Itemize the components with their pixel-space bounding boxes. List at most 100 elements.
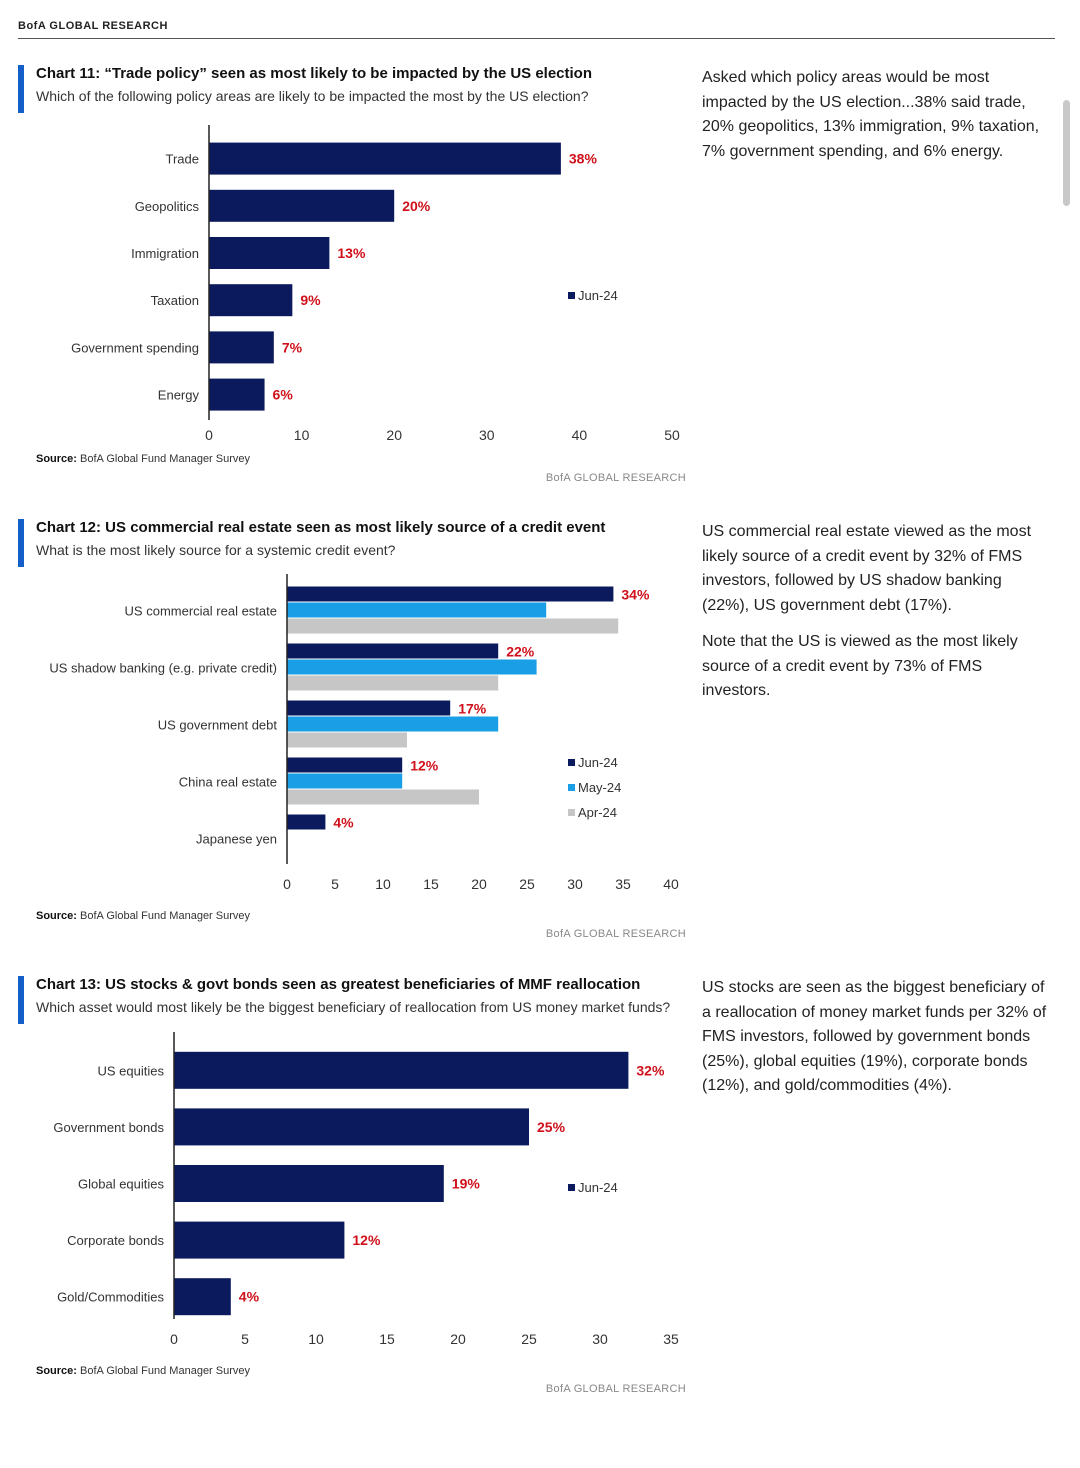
x-tick-label: 0 <box>283 876 291 892</box>
header-divider <box>18 38 1055 39</box>
category-label: Trade <box>166 152 199 167</box>
x-tick-label: 50 <box>664 427 680 443</box>
legend-swatch <box>568 809 575 816</box>
bar-jun-24 <box>209 284 293 317</box>
bar-may-24 <box>287 716 499 732</box>
bar-jun-24 <box>174 1278 231 1316</box>
legend-label: Jun-24 <box>578 1180 618 1195</box>
category-label: Global equities <box>78 1177 164 1192</box>
source-text: BofA Global Fund Manager Survey <box>80 453 251 465</box>
bar-jun-24 <box>174 1165 444 1202</box>
category-label: Taxation <box>151 293 199 308</box>
chart-13: Chart 13: US stocks & govt bonds seen as… <box>18 976 686 1401</box>
chart-source: Source: BofA Global Fund Manager Survey <box>36 453 250 465</box>
bar-jun-24 <box>209 378 265 411</box>
data-label: 4% <box>239 1289 260 1305</box>
data-label: 17% <box>458 701 487 717</box>
category-label: Gold/Commodities <box>57 1290 164 1305</box>
category-label: Energy <box>158 388 200 403</box>
x-tick-label: 0 <box>170 1331 178 1347</box>
data-label: 4% <box>333 815 354 831</box>
chart-accent-bar <box>18 65 24 113</box>
data-label: 19% <box>452 1176 481 1192</box>
category-label: Government spending <box>71 340 199 355</box>
x-tick-label: 35 <box>615 876 631 892</box>
data-label: 12% <box>352 1232 381 1248</box>
chart-title: Chart 11: “Trade policy” seen as most li… <box>36 65 593 82</box>
chart-accent-bar <box>18 519 24 567</box>
x-tick-label: 0 <box>205 427 213 443</box>
bar-jun-24 <box>287 814 326 830</box>
x-tick-label: 5 <box>241 1331 249 1347</box>
bar-apr-24 <box>287 618 619 634</box>
commentary-paragraph: Asked which policy areas would be most i… <box>702 69 1040 160</box>
chart-title: Chart 12: US commercial real estate seen… <box>36 519 606 536</box>
chart-subtitle: Which of the following policy areas are … <box>36 88 589 104</box>
bar-may-24 <box>287 602 547 618</box>
chart-11: Chart 11: “Trade policy” seen as most li… <box>18 65 686 490</box>
category-label: US commercial real estate <box>125 604 277 619</box>
legend-label: Apr-24 <box>578 805 617 820</box>
legend-swatch <box>568 1184 575 1191</box>
source-label: Source: <box>36 453 77 465</box>
bar-may-24 <box>287 659 537 675</box>
chart-brand: BofA GLOBAL RESEARCH <box>545 1383 686 1395</box>
legend-swatch <box>568 292 575 299</box>
chart-source: Source: BofA Global Fund Manager Survey <box>36 1365 250 1377</box>
source-text: BofA Global Fund Manager Survey <box>80 910 251 922</box>
bar-jun-24 <box>287 700 451 716</box>
bar-jun-24 <box>174 1108 529 1146</box>
report-header: BofA GLOBAL RESEARCH <box>18 20 168 32</box>
bar-jun-24 <box>174 1051 629 1089</box>
legend-swatch <box>568 784 575 791</box>
chart-11-commentary: Asked which policy areas would be most i… <box>702 66 1047 176</box>
x-tick-label: 10 <box>294 427 310 443</box>
chart-12-commentary: US commercial real estate viewed as the … <box>702 520 1047 716</box>
bar-may-24 <box>287 773 403 789</box>
legend-label: May-24 <box>578 780 621 795</box>
category-label: Corporate bonds <box>67 1233 164 1248</box>
chart-brand: BofA GLOBAL RESEARCH <box>545 472 686 484</box>
category-label: US government debt <box>158 718 278 733</box>
chart-accent-bar <box>18 976 24 1024</box>
bar-jun-24 <box>209 331 274 364</box>
bar-jun-24 <box>174 1221 345 1259</box>
x-tick-label: 10 <box>375 876 391 892</box>
data-label: 7% <box>282 339 303 355</box>
category-label: US shadow banking (e.g. private credit) <box>49 661 277 676</box>
category-label: US equities <box>98 1063 165 1078</box>
x-tick-label: 20 <box>386 427 402 443</box>
bar-jun-24 <box>209 142 561 175</box>
commentary-paragraph: US stocks are seen as the biggest benefi… <box>702 979 1047 1094</box>
data-label: 12% <box>410 758 439 774</box>
data-label: 34% <box>621 587 650 603</box>
x-tick-label: 40 <box>663 876 679 892</box>
data-label: 38% <box>569 151 598 167</box>
data-label: 32% <box>636 1062 665 1078</box>
category-label: Immigration <box>131 246 199 261</box>
data-label: 22% <box>506 644 535 660</box>
x-tick-label: 30 <box>592 1331 608 1347</box>
bar-jun-24 <box>209 189 395 222</box>
category-label: Japanese yen <box>196 832 277 847</box>
chart-subtitle: Which asset would most likely be the big… <box>36 999 671 1015</box>
x-tick-label: 25 <box>519 876 535 892</box>
legend-label: Jun-24 <box>578 755 618 770</box>
x-tick-label: 20 <box>471 876 487 892</box>
scrollbar-thumb[interactable] <box>1063 100 1070 206</box>
x-tick-label: 30 <box>567 876 583 892</box>
source-label: Source: <box>36 910 77 922</box>
category-label: China real estate <box>179 775 277 790</box>
source-label: Source: <box>36 1365 77 1377</box>
chart-subtitle: What is the most likely source for a sys… <box>36 542 396 558</box>
x-tick-label: 15 <box>379 1331 395 1347</box>
data-label: 9% <box>300 292 321 308</box>
x-tick-label: 35 <box>663 1331 679 1347</box>
chart-13-plot: US equities 32% Government bonds 25% Global … <box>53 1032 679 1347</box>
bar-jun-24 <box>209 237 330 269</box>
commentary-paragraph: Note that the US is viewed as the most l… <box>702 633 1018 699</box>
commentary-paragraph: US commercial real estate viewed as the … <box>702 523 1032 614</box>
x-tick-label: 5 <box>331 876 339 892</box>
x-tick-label: 30 <box>479 427 495 443</box>
x-tick-label: 15 <box>423 876 439 892</box>
